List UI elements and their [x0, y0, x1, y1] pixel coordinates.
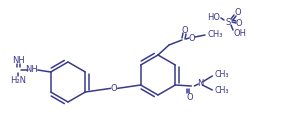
- Text: CH₃: CH₃: [214, 86, 229, 94]
- Text: OH: OH: [233, 29, 246, 38]
- Text: O: O: [189, 33, 195, 43]
- Text: N: N: [197, 79, 204, 88]
- Text: NH: NH: [25, 65, 38, 74]
- Text: O: O: [111, 84, 117, 93]
- Text: O: O: [236, 18, 242, 27]
- Text: O: O: [182, 25, 188, 34]
- Text: S: S: [225, 18, 231, 26]
- Text: HO: HO: [207, 12, 220, 22]
- Text: O: O: [186, 93, 193, 102]
- Text: H₂N: H₂N: [10, 75, 26, 85]
- Text: NH: NH: [12, 55, 25, 65]
- Text: O: O: [235, 8, 241, 17]
- Text: CH₃: CH₃: [207, 30, 222, 38]
- Text: CH₃: CH₃: [214, 69, 229, 79]
